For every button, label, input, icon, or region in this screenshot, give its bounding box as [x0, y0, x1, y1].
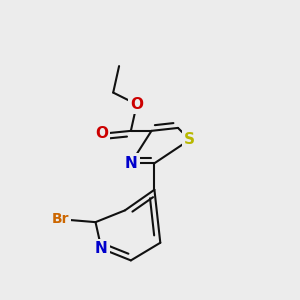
Text: O: O — [95, 126, 108, 141]
Text: S: S — [184, 132, 195, 147]
Text: N: N — [95, 241, 108, 256]
Text: Br: Br — [51, 212, 69, 226]
Text: O: O — [130, 97, 143, 112]
Text: N: N — [124, 156, 137, 171]
